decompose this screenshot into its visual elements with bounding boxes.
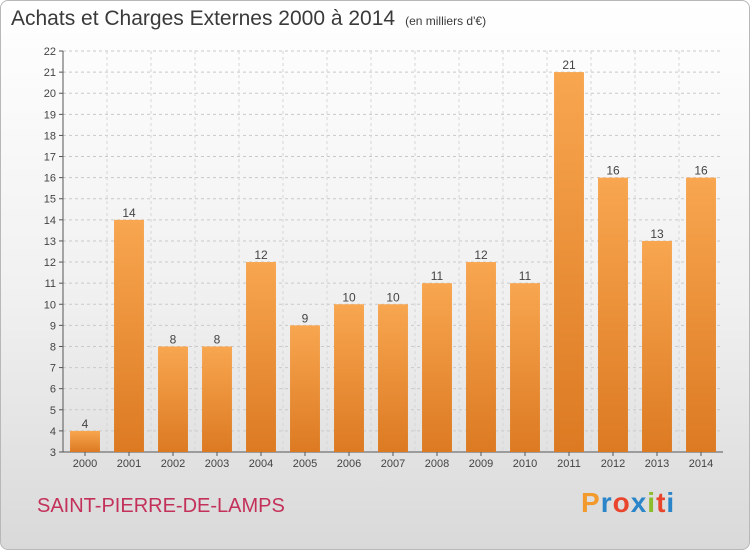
data-label: 16 bbox=[606, 164, 620, 178]
y-tick-label: 16 bbox=[44, 173, 56, 185]
y-tick-label: 3 bbox=[50, 447, 56, 459]
x-tick-label: 2001 bbox=[117, 458, 141, 470]
bar-2010 bbox=[510, 283, 540, 452]
y-tick-label: 14 bbox=[44, 215, 56, 227]
bar-2011 bbox=[554, 72, 584, 453]
data-label: 16 bbox=[694, 164, 708, 178]
y-tick-label: 9 bbox=[50, 320, 56, 332]
data-label: 8 bbox=[170, 332, 177, 346]
y-tick-label: 11 bbox=[45, 278, 56, 290]
y-tick-label: 17 bbox=[44, 152, 56, 164]
bar-2005 bbox=[290, 325, 320, 452]
y-tick-label: 4 bbox=[50, 426, 56, 438]
bar-2000 bbox=[70, 430, 100, 452]
data-label: 4 bbox=[82, 417, 89, 431]
x-tick-label: 2011 bbox=[557, 458, 581, 470]
bar-2009 bbox=[466, 262, 496, 452]
bars bbox=[70, 72, 716, 453]
y-tick-label: 7 bbox=[50, 363, 56, 375]
logo-letter: r bbox=[600, 487, 613, 518]
x-axis: 2000 2001 2002 2003 2004 2005 2006 2007 2008 2009… bbox=[73, 452, 713, 470]
x-tick-label: 2000 bbox=[73, 458, 97, 470]
bar-2007 bbox=[378, 304, 408, 452]
y-tick-label: 19 bbox=[44, 109, 56, 121]
data-label: 13 bbox=[650, 227, 664, 241]
logo-letter: i bbox=[647, 487, 657, 518]
y-tick-label: 22 bbox=[44, 46, 56, 58]
x-tick-label: 2003 bbox=[205, 458, 229, 470]
logo-letter: o bbox=[612, 487, 631, 518]
y-tick-label: 21 bbox=[44, 67, 56, 79]
y-tick-label: 18 bbox=[44, 130, 56, 142]
y-tick-label: 20 bbox=[44, 88, 56, 100]
title-text: Achats et Charges Externes 2000 à 2014 bbox=[11, 7, 396, 30]
data-label: 12 bbox=[254, 248, 268, 262]
x-tick-label: 2006 bbox=[337, 458, 361, 470]
x-tick-label: 2009 bbox=[469, 458, 493, 470]
data-label: 12 bbox=[474, 248, 488, 262]
logo-letter: i bbox=[666, 487, 676, 518]
bar-2004 bbox=[246, 262, 276, 452]
y-tick-label: 10 bbox=[44, 299, 56, 311]
y-tick-label: 6 bbox=[50, 384, 56, 396]
x-tick-label: 2007 bbox=[381, 458, 405, 470]
data-label: 10 bbox=[386, 290, 400, 304]
x-tick-label: 2005 bbox=[293, 458, 317, 470]
y-tick-label: 8 bbox=[50, 341, 56, 353]
y-tick-label: 5 bbox=[50, 405, 56, 417]
data-label: 9 bbox=[302, 311, 309, 325]
y-tick-label: 15 bbox=[44, 194, 56, 206]
bar-2012 bbox=[598, 177, 628, 452]
data-label: 10 bbox=[342, 290, 356, 304]
logo-letter: x bbox=[630, 487, 648, 518]
bar-2008 bbox=[422, 283, 452, 452]
bar-2013 bbox=[642, 240, 672, 452]
x-tick-label: 2004 bbox=[249, 458, 273, 470]
logo-letter: t bbox=[656, 487, 667, 518]
data-labels: 4 14 8 8 12 9 10 10 11 12 11 21 16 13 16 bbox=[82, 58, 708, 431]
bar-2002 bbox=[158, 346, 188, 452]
data-label: 14 bbox=[122, 206, 136, 220]
y-tick-label: 12 bbox=[44, 257, 56, 269]
proxiti-logo[interactable]: Proxiti bbox=[581, 487, 675, 519]
x-tick-label: 2010 bbox=[513, 458, 537, 470]
data-label: 11 bbox=[519, 269, 532, 283]
bar-2003 bbox=[202, 346, 232, 452]
chart-title: Achats et Charges Externes 2000 à 2014 (e… bbox=[11, 7, 486, 31]
x-tick-label: 2008 bbox=[425, 458, 449, 470]
bar-2006 bbox=[334, 304, 364, 452]
x-tick-label: 2012 bbox=[601, 458, 625, 470]
x-tick-label: 2014 bbox=[689, 458, 713, 470]
x-tick-label: 2002 bbox=[161, 458, 185, 470]
data-label: 8 bbox=[214, 332, 221, 346]
data-label: 21 bbox=[562, 58, 576, 72]
logo-letter: P bbox=[581, 487, 601, 518]
bar-2014 bbox=[686, 177, 716, 452]
town-name: SAINT-PIERRE-DE-LAMPS bbox=[37, 495, 285, 517]
data-label: 11 bbox=[431, 269, 444, 283]
x-tick-label: 2013 bbox=[645, 458, 669, 470]
y-tick-label: 13 bbox=[44, 236, 56, 248]
title-unit: (en milliers d'€) bbox=[405, 14, 487, 28]
bar-2001 bbox=[114, 219, 144, 452]
